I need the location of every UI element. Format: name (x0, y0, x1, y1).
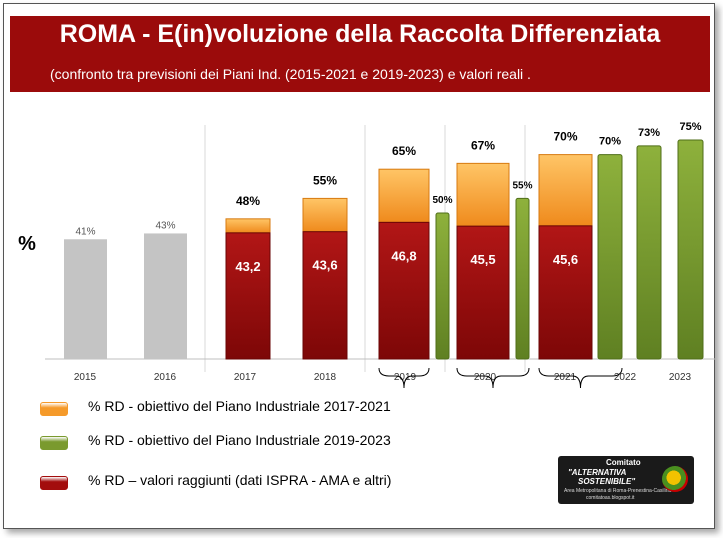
x-tick-label: 2019 (394, 372, 417, 383)
x-tick-label: 2022 (614, 372, 637, 383)
legend-label: % RD – valori raggiunti (dati ISPRA - AM… (88, 472, 392, 488)
data-label: 45,6 (553, 252, 578, 267)
bar-actual (225, 232, 271, 360)
comitato-logo: Comitato "ALTERNATIVA SOSTENIBILE" Area … (558, 456, 694, 504)
bar-target-2017-2021 (456, 162, 510, 227)
data-label: 55% (313, 173, 337, 187)
y-axis-label: % (18, 233, 36, 255)
logo-line: Comitato (606, 458, 641, 467)
bar-target-2019-2023 (636, 145, 662, 360)
bar-target-2019-2023 (515, 197, 530, 360)
bar-target-2017-2021 (302, 197, 348, 233)
x-tick-label: 2018 (314, 372, 337, 383)
data-label: 46,8 (391, 248, 416, 263)
data-label: 65% (392, 144, 416, 158)
legend-label: % RD - obiettivo del Piano Industriale 2… (88, 398, 391, 414)
x-tick-label: 2023 (669, 372, 692, 383)
logo-line: "ALTERNATIVA (568, 468, 627, 477)
x-tick-label: 2016 (154, 372, 177, 383)
x-tick-label: 2015 (74, 372, 97, 383)
data-label: 43,6 (312, 258, 337, 273)
x-tick-label: 2020 (474, 372, 497, 383)
data-label: 43,2 (235, 259, 260, 274)
curly-brace (456, 367, 530, 389)
data-label: 50% (432, 195, 452, 206)
legend-swatch-red (40, 476, 68, 490)
data-label: 70% (553, 130, 577, 144)
logo-line: Area Metropolitana di Roma-Prenestina-Ca… (564, 488, 672, 494)
chart-subtitle: (confronto tra previsioni dei Piani Ind.… (50, 66, 531, 82)
bar-grey (64, 239, 107, 359)
title-banner: ROMA - E(in)voluzione della Raccolta Dif… (10, 16, 710, 92)
bar-target-2019-2023 (597, 154, 623, 360)
bar-target-2017-2021 (538, 154, 593, 227)
bar-actual (456, 225, 510, 360)
legend-swatch-orange (40, 402, 68, 416)
bar-target-2017-2021 (225, 218, 271, 234)
bar-grey (144, 233, 187, 359)
data-label: 75% (679, 121, 701, 133)
bar-target-2017-2021 (378, 168, 430, 223)
x-tick-label: 2017 (234, 372, 257, 383)
bar-actual (378, 221, 430, 360)
bar-actual (302, 231, 348, 360)
data-label: 41% (75, 226, 95, 237)
logo-line: comitatoas.blogspot.it (586, 495, 635, 501)
chart-title: ROMA - E(in)voluzione della Raccolta Dif… (59, 20, 661, 48)
bar-actual (538, 225, 593, 360)
data-label: 73% (638, 127, 660, 139)
logo-emblem-icon (662, 466, 688, 492)
bar-target-2019-2023 (677, 139, 704, 360)
data-label: 55% (512, 180, 532, 191)
legend-swatch-green (40, 436, 68, 450)
data-label: 67% (471, 138, 495, 152)
legend-label: % RD - obiettivo del Piano Industriale 2… (88, 432, 391, 448)
curly-brace (378, 367, 430, 389)
data-label: 43% (155, 220, 175, 231)
data-label: 70% (599, 136, 621, 148)
x-tick-label: 2021 (554, 372, 577, 383)
data-label: 45,5 (470, 252, 495, 267)
data-label: 48% (236, 194, 260, 208)
bar-target-2019-2023 (435, 212, 450, 360)
curly-brace (538, 367, 623, 389)
logo-line: SOSTENIBILE" (578, 477, 636, 486)
